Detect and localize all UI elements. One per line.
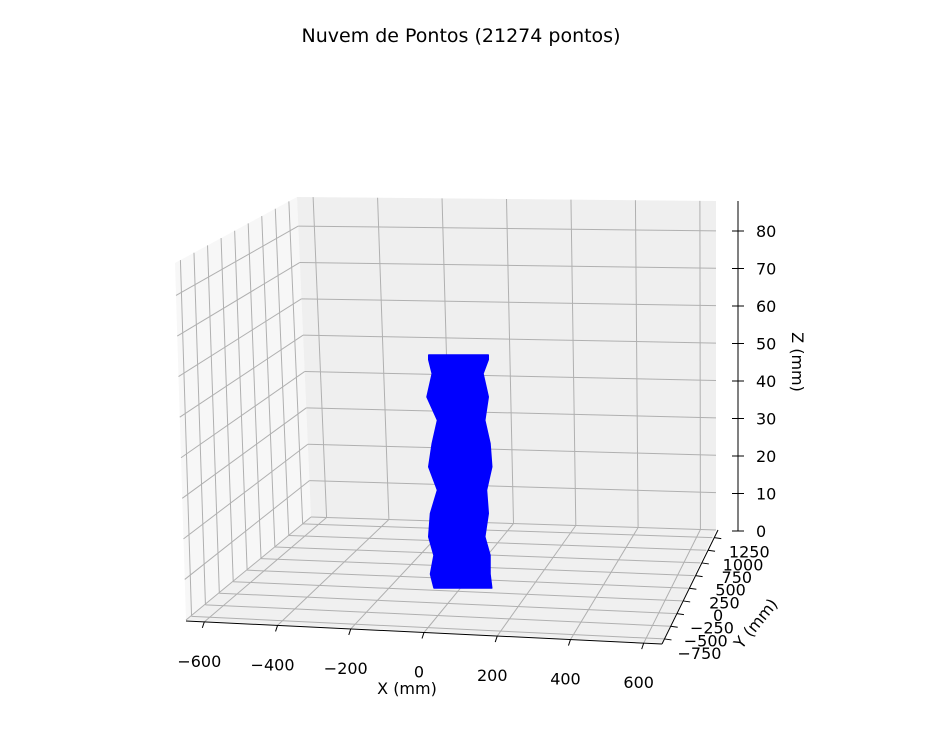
- z-gridline-wall: [185, 516, 312, 621]
- x-tick-label: 200: [477, 666, 508, 685]
- y-tick-mark: [695, 575, 703, 578]
- x-tick-mark: [201, 621, 205, 629]
- y-gridline-wall: [274, 208, 290, 536]
- x-tick-label: 0: [414, 663, 424, 682]
- z-gridline-wall: [180, 371, 305, 459]
- y-tick-label: 750: [722, 568, 753, 587]
- z-tick-group: 0 10 20 30 40 50 60 70 80: [732, 222, 776, 541]
- y-gridline: [191, 615, 665, 640]
- z-gridline-wall: [179, 334, 304, 418]
- z-tick-label: 20: [756, 447, 776, 466]
- z-gridline-wall: [178, 298, 302, 378]
- y-gridline-wall: [220, 238, 234, 582]
- z-tick-label: 80: [756, 222, 776, 241]
- x-gridline-wall: [377, 197, 390, 520]
- z-gridline: [299, 261, 717, 269]
- x-gridline-wall: [699, 200, 701, 530]
- y-tick-label: 1000: [723, 555, 764, 574]
- x-tick-mark: [567, 639, 571, 646]
- z-gridline: [310, 516, 717, 531]
- z-gridline-wall: [181, 407, 307, 499]
- y-gridline-wall: [247, 223, 262, 559]
- z-gridline: [309, 480, 717, 494]
- x-tick-label: −600: [177, 652, 221, 671]
- x-gridline-wall: [634, 200, 639, 528]
- x-tick-mark: [641, 642, 645, 650]
- x-gridline-wall: [506, 198, 514, 524]
- x-tick-label: −200: [324, 659, 368, 678]
- x-gridline: [643, 529, 701, 644]
- y-gridline-wall: [179, 260, 193, 617]
- y-tick-label: −750: [678, 644, 722, 663]
- chart-title: Nuvem de Pontos (21274 pontos): [302, 25, 621, 47]
- y-tick-mark: [701, 562, 709, 565]
- z-tick-label: 60: [756, 297, 776, 316]
- z-gridline: [303, 334, 717, 344]
- y-gridline: [288, 534, 707, 551]
- x-gridline-wall: [570, 199, 577, 526]
- z-gridline-wall: [184, 480, 310, 580]
- y-tick-mark: [670, 625, 678, 628]
- grid-lines: [175, 197, 717, 644]
- z-tick-label: 10: [756, 485, 776, 504]
- y-tick-mark: [664, 638, 672, 641]
- z-gridline: [307, 443, 717, 456]
- x-tick-group: −600 −400 −200 0 200 400 600: [177, 621, 654, 692]
- x-axis-label: X (mm): [377, 679, 437, 698]
- z-gridline-wall: [175, 225, 299, 296]
- y-gridline-wall: [193, 252, 206, 605]
- y-axis-line: [661, 529, 719, 645]
- x-gridline: [496, 525, 577, 637]
- z-gridline: [306, 407, 717, 419]
- y-gridline-wall: [288, 201, 304, 524]
- x-tick-label: 600: [623, 673, 654, 692]
- z-tick-label: 70: [756, 260, 776, 279]
- z-gridline: [298, 225, 717, 232]
- z-gridline: [304, 371, 717, 381]
- y-tick-mark: [714, 537, 722, 540]
- y-tick-mark: [707, 549, 716, 552]
- y-tick-label: −500: [684, 631, 728, 650]
- y-gridline: [233, 581, 683, 602]
- x-tick-mark: [348, 628, 352, 636]
- x-tick-mark: [494, 635, 498, 643]
- y-tick-label: 0: [713, 606, 723, 625]
- y-tick-mark: [689, 587, 697, 590]
- z-gridline-wall: [183, 443, 309, 540]
- x-tick-label: 400: [550, 670, 581, 689]
- y-tick-label: −250: [690, 619, 734, 638]
- x-tick-mark: [275, 625, 279, 632]
- x-gridline: [277, 519, 390, 626]
- point-cloud: [426, 354, 493, 589]
- x-tick-mark: [421, 632, 425, 639]
- y-tick-mark: [676, 613, 685, 616]
- x-gridline: [570, 527, 639, 640]
- x-gridline: [203, 517, 327, 623]
- y-gridline: [205, 604, 671, 627]
- y-tick-label: 500: [715, 581, 746, 600]
- z-tick-label: 50: [756, 335, 776, 354]
- z-tick-label: 30: [756, 410, 776, 429]
- y-gridline: [302, 523, 713, 539]
- z-axis-label: Z (mm): [788, 332, 807, 392]
- x-gridline-wall: [312, 197, 328, 518]
- z-gridline: [301, 298, 717, 307]
- y-tick-label: 1250: [729, 543, 770, 562]
- back-pane: [297, 197, 716, 530]
- y-gridline: [219, 592, 677, 615]
- y-tick-mark: [683, 600, 691, 603]
- y-gridline-wall: [207, 245, 220, 594]
- z-tick-label: 0: [756, 522, 766, 541]
- x-tick-label: −400: [251, 655, 295, 674]
- y-tick-label: 250: [709, 593, 740, 612]
- y-gridline-wall: [261, 216, 276, 548]
- z-tick-label: 40: [756, 372, 776, 391]
- z-gridline-wall: [176, 262, 301, 337]
- y-gridline-wall: [234, 230, 248, 571]
